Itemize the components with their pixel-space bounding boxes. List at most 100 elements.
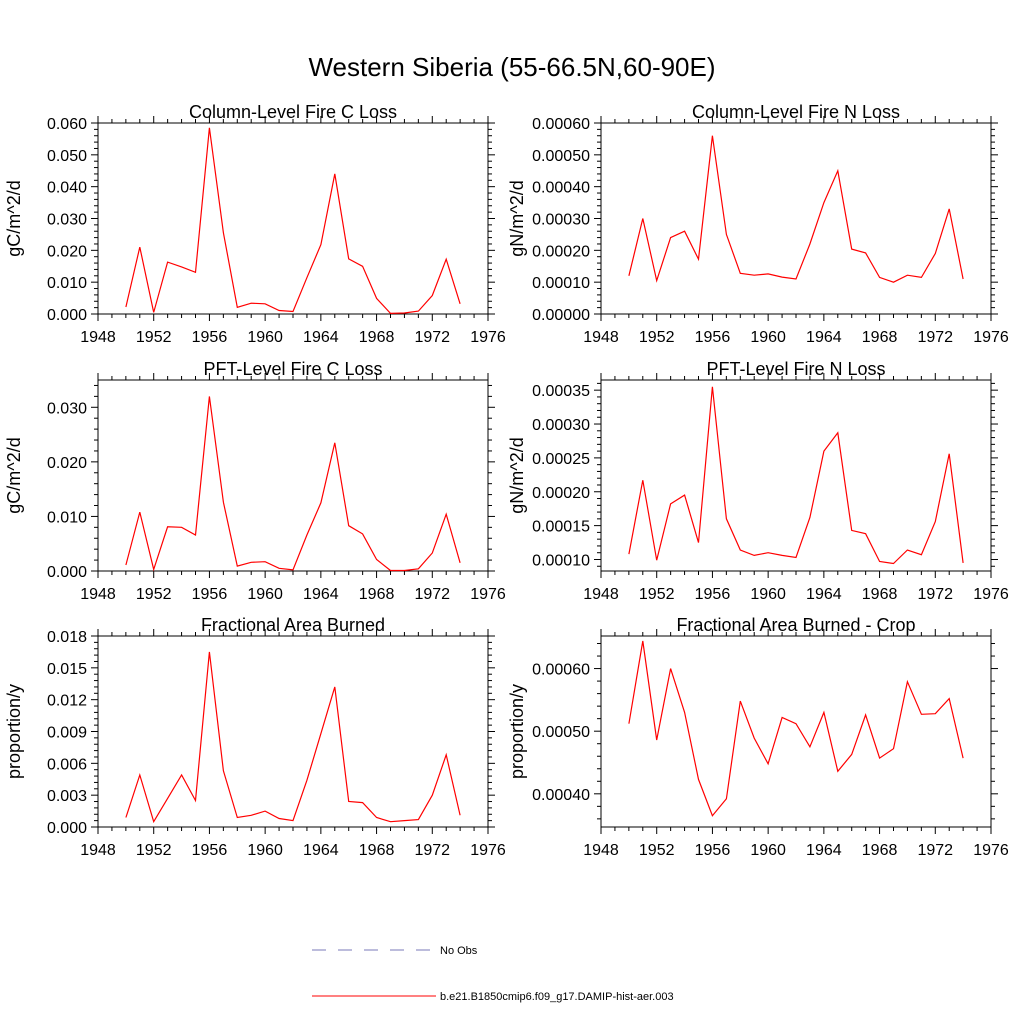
y-axis-label: gN/m^2/d <box>507 437 527 513</box>
panel-title: PFT-Level Fire N Loss <box>706 359 885 379</box>
y-tick-label: 0.015 <box>47 661 87 678</box>
y-tick-label: 0.020 <box>47 455 87 472</box>
legend-label-model-run: b.e21.B1850cmip6.f09_g17.DAMIP-hist-aer.… <box>440 991 674 1003</box>
y-tick-label: 0.018 <box>47 629 87 646</box>
y-tick-label: 0.00015 <box>532 519 590 536</box>
x-tick-label: 1964 <box>806 329 842 346</box>
series-line <box>125 127 461 315</box>
y-tick-label: 0.012 <box>47 693 87 710</box>
panel-col-n-loss: Column-Level Fire N Loss gN/m^2/d 1948 1952… <box>507 102 1009 346</box>
y-axis-label: gC/m^2/d <box>4 180 24 256</box>
x-tick-label: 1968 <box>359 586 395 603</box>
panel-title: Column-Level Fire N Loss <box>692 102 900 122</box>
y-tick-label: 0.00025 <box>532 451 590 468</box>
x-tick-label: 1964 <box>303 586 339 603</box>
y-tick-label: 0.00040 <box>532 180 590 197</box>
legend-label-no-obs: No Obs <box>440 945 478 957</box>
panel-title: Fractional Area Burned <box>201 615 385 635</box>
x-tick-label: 1952 <box>639 329 675 346</box>
panel-title: Column-Level Fire C Loss <box>189 102 397 122</box>
plot-frame <box>97 122 489 315</box>
x-tick-label: 1964 <box>806 586 842 603</box>
y-tick-label: 0.00000 <box>532 307 590 324</box>
plot-frame <box>97 379 489 572</box>
plot-frame <box>600 122 992 315</box>
y-tick-label: 0.00020 <box>532 485 590 502</box>
x-tick-label: 1960 <box>247 329 283 346</box>
y-tick-label: 0.00035 <box>532 383 590 400</box>
y-tick-label: 0.006 <box>47 756 87 773</box>
x-tick-label: 1964 <box>303 329 339 346</box>
x-tick-label: 1960 <box>247 842 283 859</box>
panel-col-c-loss: Column-Level Fire C Loss gC/m^2/d 1948 1952… <box>4 102 506 346</box>
plot-frame <box>97 635 489 828</box>
series-line <box>628 640 964 817</box>
y-tick-label: 0.030 <box>47 212 87 229</box>
x-tick-label: 1952 <box>639 842 675 859</box>
panel-pft-n-loss: PFT-Level Fire N Loss gN/m^2/d 1948 1952 195… <box>507 359 1009 603</box>
y-tick-label: 0.000 <box>47 307 87 324</box>
x-tick-label: 1976 <box>973 586 1009 603</box>
x-tick-label: 1956 <box>192 842 228 859</box>
y-axis-label: proportion/y <box>4 684 24 779</box>
x-tick-label: 1968 <box>862 329 898 346</box>
x-tick-label: 1952 <box>136 586 172 603</box>
y-tick-label: 0.00010 <box>532 552 590 569</box>
x-tick-label: 1948 <box>80 842 116 859</box>
x-tick-label: 1960 <box>750 842 786 859</box>
panel-title: Fractional Area Burned - Crop <box>676 615 915 635</box>
figure-title: Western Siberia (55-66.5N,60-90E) <box>308 52 715 82</box>
y-tick-label: 0.00050 <box>532 724 590 741</box>
y-tick-label: 0.010 <box>47 509 87 526</box>
y-tick-label: 0.00030 <box>532 417 590 434</box>
series-line <box>125 396 461 572</box>
y-tick-label: 0.060 <box>47 116 87 133</box>
y-tick-label: 0.010 <box>47 275 87 292</box>
y-tick-label: 0.00020 <box>532 243 590 260</box>
plot-frame <box>600 379 992 572</box>
x-tick-label: 1960 <box>750 586 786 603</box>
x-tick-label: 1972 <box>917 586 953 603</box>
panel-frac-area: Fractional Area Burned proportion/y 1948 19… <box>4 615 506 859</box>
x-tick-label: 1948 <box>80 586 116 603</box>
x-tick-label: 1976 <box>470 586 506 603</box>
x-tick-label: 1960 <box>247 586 283 603</box>
y-axis-label: gN/m^2/d <box>507 180 527 256</box>
x-tick-label: 1976 <box>470 329 506 346</box>
y-tick-label: 0.00040 <box>532 787 590 804</box>
x-tick-label: 1968 <box>862 842 898 859</box>
series-line <box>125 651 461 824</box>
x-tick-label: 1948 <box>583 329 619 346</box>
x-tick-label: 1972 <box>414 842 450 859</box>
x-tick-label: 1952 <box>136 842 172 859</box>
y-tick-label: 0.050 <box>47 148 87 165</box>
x-tick-label: 1972 <box>917 329 953 346</box>
x-tick-label: 1964 <box>806 842 842 859</box>
panel-title: PFT-Level Fire C Loss <box>203 359 382 379</box>
x-tick-label: 1952 <box>136 329 172 346</box>
y-tick-label: 0.030 <box>47 400 87 417</box>
x-tick-label: 1968 <box>862 586 898 603</box>
y-axis-label: proportion/y <box>507 684 527 779</box>
series-line <box>628 386 964 565</box>
x-tick-label: 1952 <box>639 586 675 603</box>
y-tick-label: 0.020 <box>47 243 87 260</box>
x-tick-label: 1972 <box>414 586 450 603</box>
y-tick-label: 0.00060 <box>532 662 590 679</box>
x-tick-label: 1972 <box>917 842 953 859</box>
y-tick-label: 0.040 <box>47 180 87 197</box>
x-tick-label: 1948 <box>80 329 116 346</box>
panel-frac-area-crop: Fractional Area Burned - Crop proportion/… <box>507 615 1009 859</box>
y-tick-label: 0.009 <box>47 725 87 742</box>
x-tick-label: 1976 <box>470 842 506 859</box>
x-tick-label: 1956 <box>695 842 731 859</box>
y-tick-label: 0.000 <box>47 820 87 837</box>
x-tick-label: 1960 <box>750 329 786 346</box>
x-tick-label: 1968 <box>359 329 395 346</box>
y-tick-label: 0.00060 <box>532 116 590 133</box>
x-tick-label: 1968 <box>359 842 395 859</box>
x-tick-label: 1948 <box>583 586 619 603</box>
series-line <box>628 135 964 283</box>
x-tick-label: 1956 <box>695 329 731 346</box>
y-tick-label: 0.00010 <box>532 275 590 292</box>
